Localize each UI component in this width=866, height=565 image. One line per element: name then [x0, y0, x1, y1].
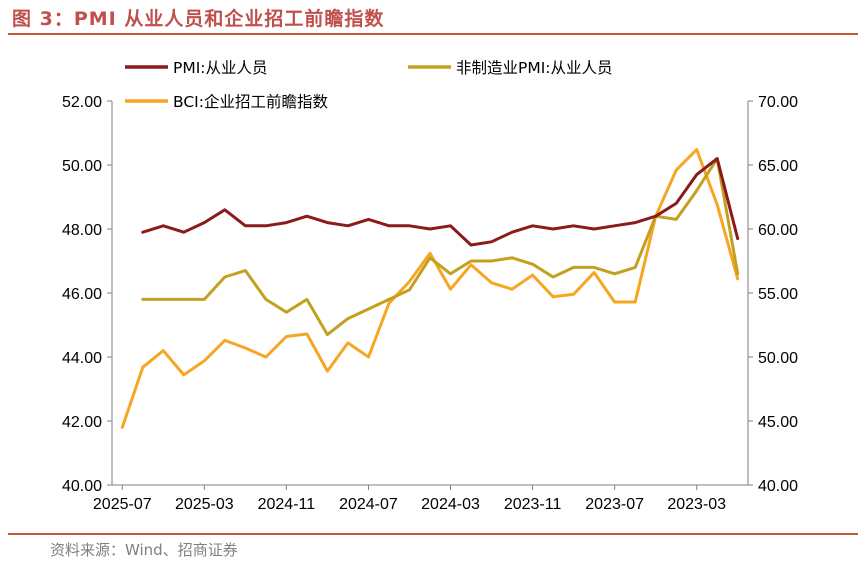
x-tick-label: 2023-11 — [504, 496, 562, 513]
x-tick-label: 2025-07 — [93, 496, 152, 513]
series-line-2 — [141, 157, 740, 337]
bottom-divider — [8, 533, 858, 535]
y-left-tick-label: 42.00 — [62, 414, 102, 431]
chart-title: 图 3：PMI 从业人员和企业招工前瞻指数 — [12, 8, 385, 30]
x-tick-label: 2025-03 — [175, 496, 234, 513]
x-tick-label: 2024-07 — [339, 496, 398, 513]
x-tick-label: 2023-07 — [585, 496, 644, 513]
y-right-tick-label: 70.00 — [758, 94, 798, 111]
legend-label-3: BCI:企业招工前瞻指数 — [173, 93, 328, 111]
y-left-tick-label: 46.00 — [62, 286, 102, 303]
x-tick-label: 2024-11 — [258, 496, 316, 513]
y-left-tick-label: 48.00 — [62, 222, 102, 239]
x-tick-label: 2023-03 — [667, 496, 726, 513]
x-tick-label: 2024-03 — [421, 496, 480, 513]
legend-label-2: 非制造业PMI:从业人员 — [456, 59, 613, 77]
legend-label-1: PMI:从业人员 — [173, 59, 268, 77]
series-line-3 — [120, 148, 740, 429]
y-left-tick-label: 50.00 — [62, 158, 102, 175]
y-left-tick-label: 40.00 — [62, 478, 102, 495]
source-note: 资料来源：Wind、招商证券 — [50, 541, 238, 559]
title-divider — [8, 33, 858, 35]
series-line-1 — [141, 157, 740, 247]
y-right-tick-label: 50.00 — [758, 350, 798, 367]
y-right-tick-label: 65.00 — [758, 158, 798, 175]
y-right-tick-label: 55.00 — [758, 286, 798, 303]
y-right-tick-label: 60.00 — [758, 222, 798, 239]
y-right-tick-label: 45.00 — [758, 414, 798, 431]
y-right-tick-label: 40.00 — [758, 478, 798, 495]
y-left-tick-label: 52.00 — [62, 94, 102, 111]
y-left-tick-label: 44.00 — [62, 350, 102, 367]
